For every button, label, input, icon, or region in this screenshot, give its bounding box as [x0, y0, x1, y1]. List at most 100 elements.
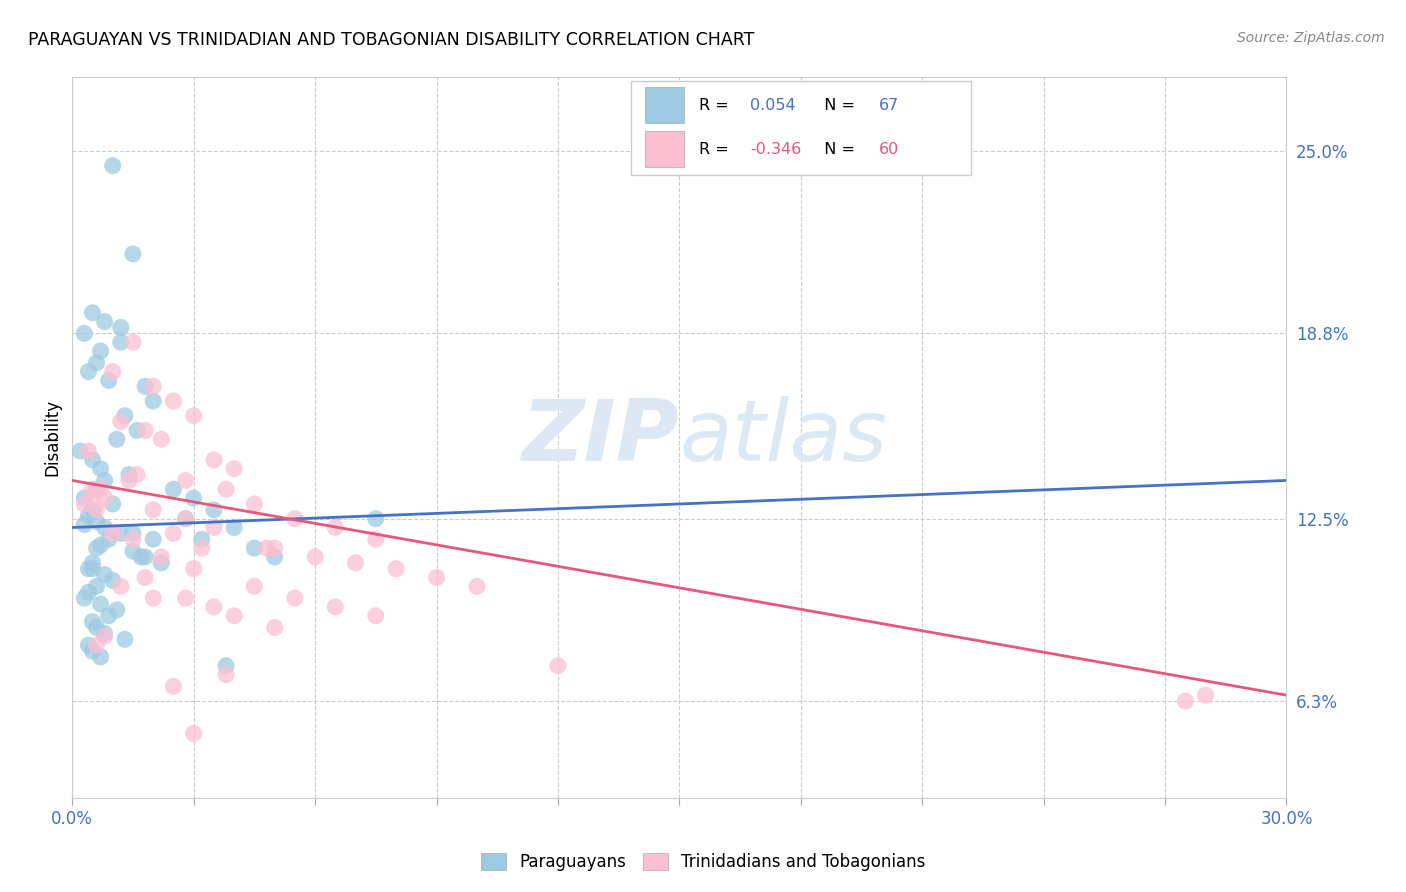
Text: 60: 60: [879, 142, 898, 157]
Point: [122, 544, 145, 558]
Point: [215, 667, 238, 681]
Point: [142, 503, 165, 517]
Point: [122, 533, 145, 547]
Text: Source: ZipAtlas.com: Source: ZipAtlas.com: [1237, 31, 1385, 45]
Point: [101, 526, 124, 541]
Point: [162, 394, 184, 409]
Point: [82, 644, 104, 658]
Point: [118, 467, 141, 482]
Point: [97, 533, 120, 547]
Point: [125, 424, 148, 438]
Text: R =: R =: [699, 142, 734, 157]
Point: [263, 549, 285, 564]
Point: [90, 649, 112, 664]
Legend: Paraguayans, Trinidadians and Tobagonians: Paraguayans, Trinidadians and Tobagonian…: [472, 845, 934, 880]
Point: [82, 615, 104, 629]
Point: [215, 658, 238, 673]
Point: [162, 679, 184, 693]
Point: [93, 520, 115, 534]
Point: [364, 511, 387, 525]
Point: [90, 538, 112, 552]
Point: [86, 638, 108, 652]
Point: [82, 453, 104, 467]
Point: [284, 591, 307, 606]
Point: [105, 432, 128, 446]
Point: [129, 549, 152, 564]
Point: [90, 483, 112, 497]
Point: [125, 467, 148, 482]
Point: [86, 356, 108, 370]
Point: [73, 517, 96, 532]
Point: [183, 491, 205, 505]
Point: [323, 599, 346, 614]
Point: [256, 541, 278, 555]
Point: [190, 541, 212, 555]
Point: [82, 306, 104, 320]
Point: [202, 503, 225, 517]
Point: [86, 541, 108, 555]
FancyBboxPatch shape: [631, 81, 970, 175]
Point: [93, 626, 115, 640]
Point: [183, 409, 205, 423]
Point: [73, 591, 96, 606]
Y-axis label: Disability: Disability: [44, 400, 60, 476]
Point: [86, 483, 108, 497]
Point: [77, 638, 100, 652]
Point: [142, 394, 165, 409]
Text: N =: N =: [814, 98, 860, 112]
Point: [77, 585, 100, 599]
Text: ZIP: ZIP: [522, 396, 679, 479]
Point: [174, 591, 197, 606]
Point: [82, 503, 104, 517]
Point: [101, 159, 124, 173]
Point: [215, 483, 238, 497]
Point: [425, 570, 447, 584]
Point: [122, 335, 145, 350]
Text: R =: R =: [699, 98, 734, 112]
Point: [90, 597, 112, 611]
Point: [142, 533, 165, 547]
Point: [97, 608, 120, 623]
Text: atlas: atlas: [679, 396, 887, 479]
Point: [93, 567, 115, 582]
Point: [110, 335, 132, 350]
Point: [150, 556, 173, 570]
Point: [101, 365, 124, 379]
Point: [243, 497, 266, 511]
Point: [77, 444, 100, 458]
Point: [385, 562, 408, 576]
Point: [93, 315, 115, 329]
Point: [162, 483, 184, 497]
Point: [110, 320, 132, 334]
Point: [77, 365, 100, 379]
Point: [183, 562, 205, 576]
Point: [93, 491, 115, 505]
Point: [77, 562, 100, 576]
Point: [364, 608, 387, 623]
Point: [86, 503, 108, 517]
Point: [1194, 688, 1216, 702]
Point: [134, 570, 156, 584]
Point: [73, 326, 96, 341]
Point: [114, 409, 136, 423]
Point: [150, 549, 173, 564]
Point: [110, 415, 132, 429]
Point: [82, 483, 104, 497]
Point: [224, 520, 246, 534]
Point: [134, 379, 156, 393]
Point: [82, 491, 104, 505]
Point: [174, 474, 197, 488]
Text: -0.346: -0.346: [749, 142, 801, 157]
Point: [86, 515, 108, 529]
Point: [134, 424, 156, 438]
Point: [93, 629, 115, 643]
Point: [364, 533, 387, 547]
Point: [465, 579, 488, 593]
Point: [122, 247, 145, 261]
Point: [73, 497, 96, 511]
Point: [105, 603, 128, 617]
Point: [202, 520, 225, 534]
Point: [190, 533, 212, 547]
FancyBboxPatch shape: [645, 87, 685, 123]
Point: [323, 520, 346, 534]
